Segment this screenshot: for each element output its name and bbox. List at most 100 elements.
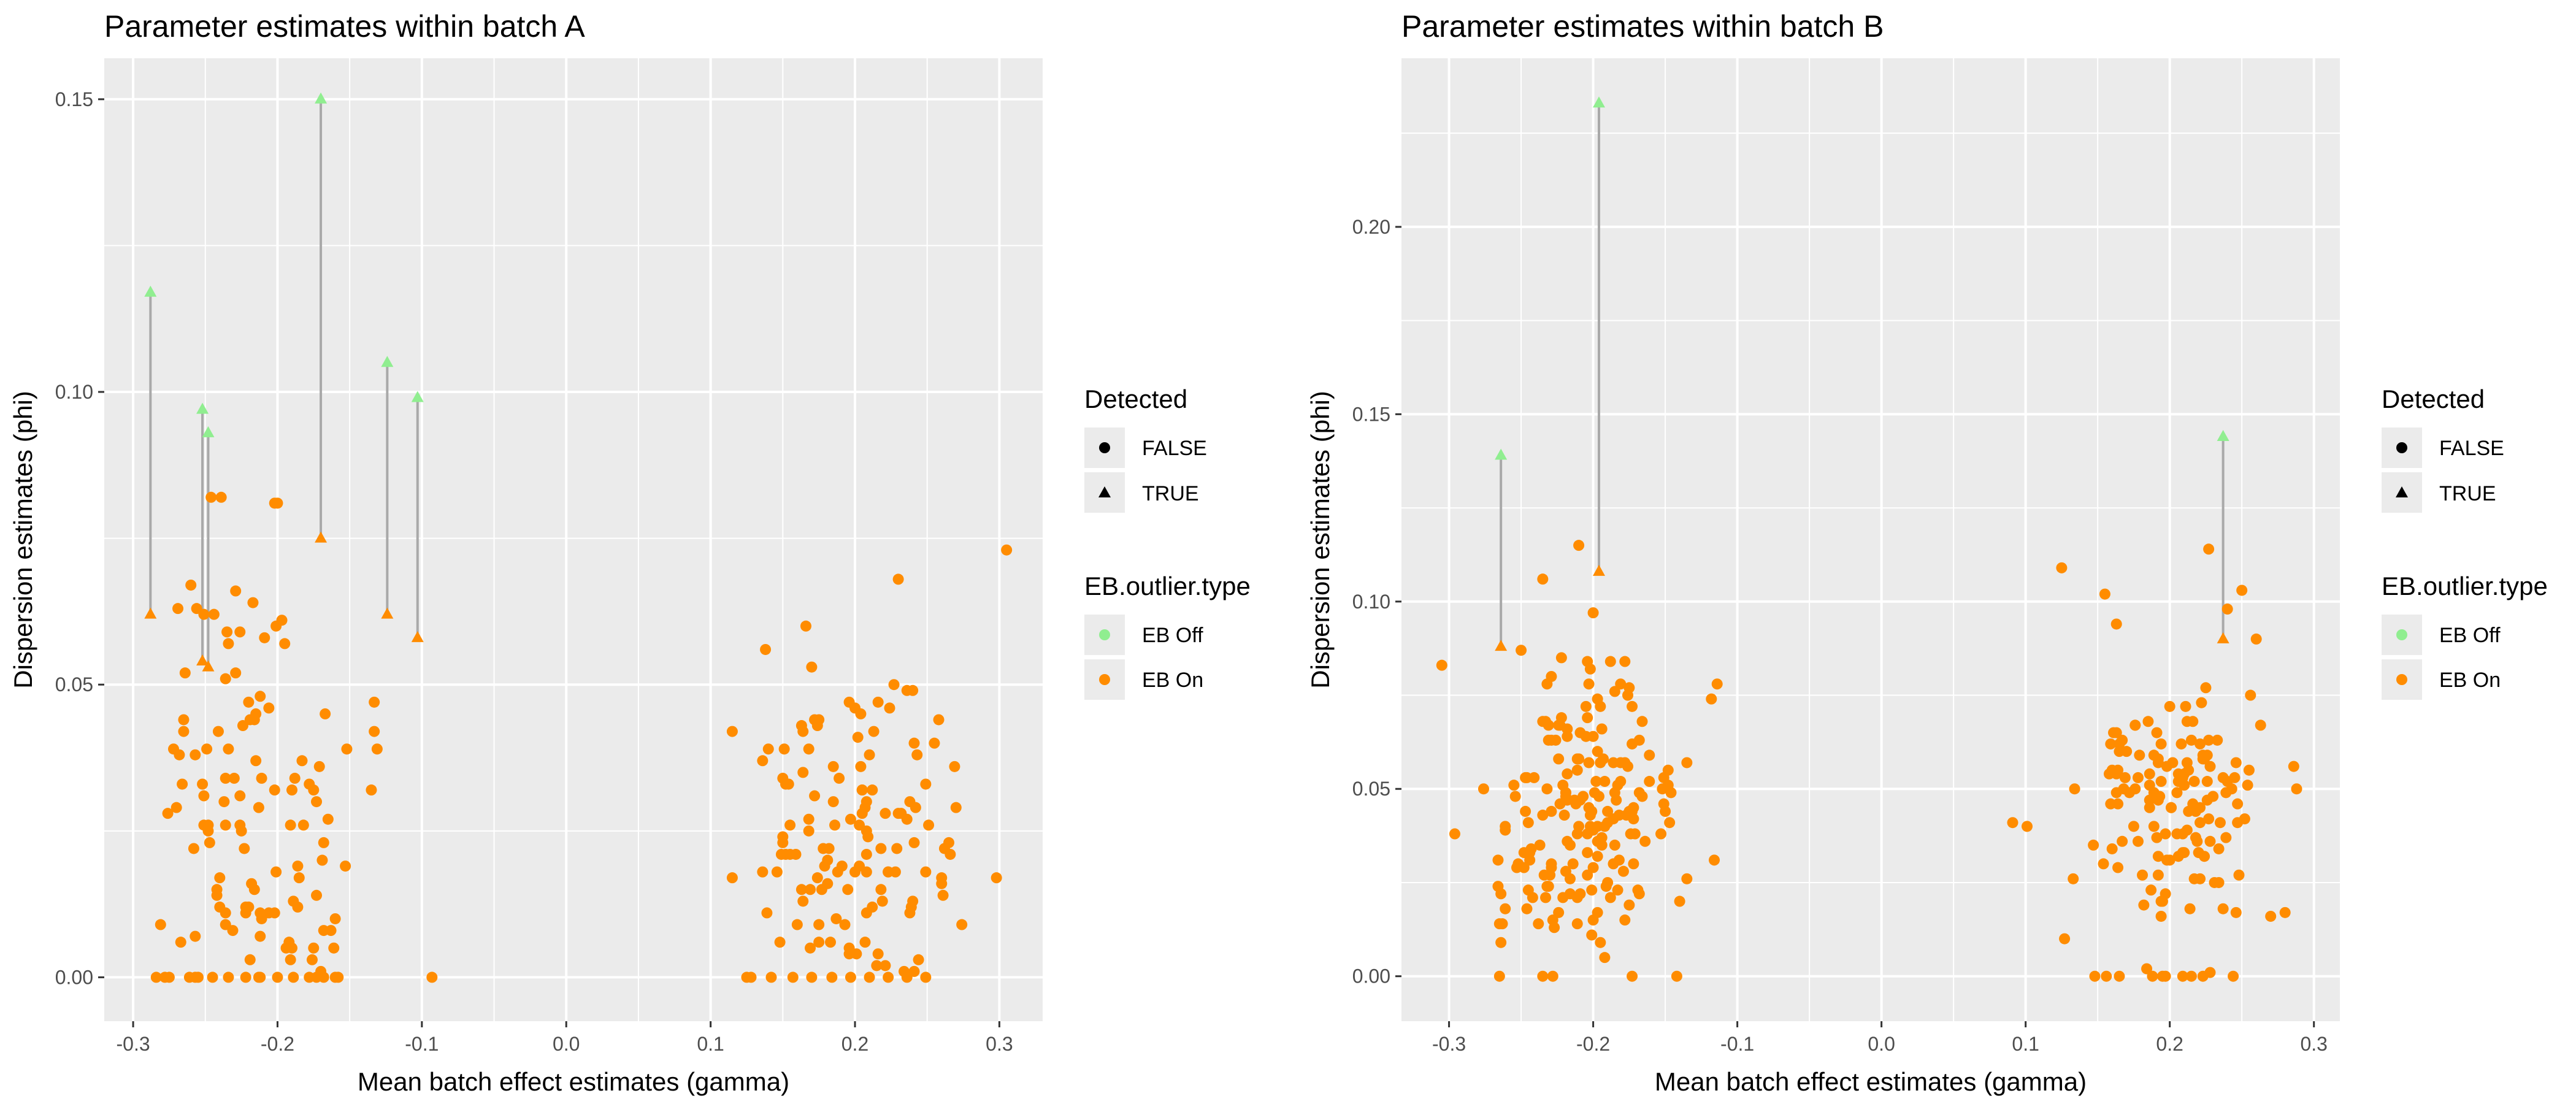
data-point-a [205,491,217,503]
data-point-b [1633,734,1645,746]
data-point-a [369,696,380,708]
data-point-a [214,872,226,884]
data-point-a [856,808,868,819]
data-point-a [726,872,738,884]
x-tick-label-b: -0.3 [1432,1033,1466,1055]
data-point-b [1592,693,1603,705]
data-point-b [1658,772,1669,783]
data-point-a [308,942,320,954]
data-point-b [1608,813,1619,825]
data-point-a [795,884,807,895]
data-point-b [1521,903,1533,914]
data-point-a [239,843,250,854]
data-point-b [2185,734,2197,746]
data-point-b [2152,851,2164,862]
data-point-b [2141,963,2153,975]
data-point-a [240,901,251,913]
data-point-b [2203,813,2215,825]
outlier-eb-on-b [1495,640,1508,651]
data-point-b [1615,678,1627,690]
data-point-a [861,848,872,860]
data-point-a [791,919,803,930]
data-point-b [1492,881,1504,892]
data-point-b [1657,783,1668,795]
data-point-b [2105,798,2117,810]
data-point-b [1609,686,1620,697]
legend-label-eb-on-a: EB On [1142,669,1203,692]
data-point-a [867,784,878,796]
data-point-a [185,579,197,591]
data-point-b [2196,697,2207,708]
data-point-a [280,942,292,954]
legend-key-triangle-b [2396,486,2408,497]
data-point-b [1524,847,1536,859]
x-axis-title-b: Mean batch effect estimates (gamma) [1655,1067,2087,1096]
data-point-b [1573,540,1585,551]
legend-title-detected-a: Detected [1084,385,1187,413]
data-point-a [178,714,190,726]
data-point-b [1587,730,1599,742]
data-point-b [2152,869,2164,881]
data-point-a [803,743,815,755]
data-point-a [201,743,213,755]
data-point-a [316,854,328,866]
data-point-b [1508,780,1520,791]
y-tick-label-b: 0.10 [1352,591,1390,613]
y-tick-label-b: 0.00 [1352,965,1390,987]
data-point-b [2167,757,2179,769]
y-ticks-b: 0.00 0.05 0.10 0.15 0.20 [1352,216,1401,987]
data-point-a [426,972,438,983]
data-point-a [167,743,179,755]
data-point-a [949,761,960,772]
data-point-a [179,667,191,679]
data-point-b [1599,821,1611,832]
data-point-a [218,796,230,808]
data-point-a [163,972,175,983]
y-tick-label-b: 0.20 [1352,216,1390,238]
outlier-eb-on-a [202,660,215,672]
data-point-b [1518,862,1530,873]
data-point-b [2148,821,2160,832]
data-point-b [1608,858,1619,870]
data-point-a [829,819,841,831]
data-point-b [2171,787,2183,799]
data-point-b [1587,914,1599,926]
data-point-b [2151,832,2163,843]
data-point-b [1560,865,1571,877]
data-point-a [856,784,868,796]
points-a [150,491,1013,983]
data-point-a [293,872,305,884]
data-point-b [1655,828,1667,840]
data-point-b [1599,952,1611,964]
legend-key-circle-a [1099,442,1110,453]
data-point-b [2217,903,2229,914]
data-point-a [867,901,878,913]
data-point-a [188,843,199,854]
data-point-a [864,972,875,983]
data-point-b [2245,689,2256,701]
data-point-a [797,895,809,907]
data-point-b [2212,734,2223,746]
data-point-a [757,866,769,878]
y-tick-label-b: 0.15 [1352,403,1390,425]
data-point-b [1604,656,1616,667]
data-point-a [936,878,948,889]
data-point-b [1622,761,1633,772]
data-point-b [2180,700,2191,712]
legend-key-eb-off-a [1099,629,1110,640]
data-point-b [1537,970,1549,982]
data-point-b [1622,689,1633,701]
data-point-b [1521,772,1533,783]
outlier-segments-b [1500,103,2225,647]
data-point-b [1633,787,1645,799]
outlier-eb-on-a [315,531,328,543]
data-point-b [1644,776,1655,788]
x-tick-label-a: -0.1 [405,1033,439,1055]
data-point-b [1623,805,1635,817]
data-point-b [1550,734,1562,746]
data-point-a [823,843,835,854]
data-point-b [2112,764,2124,776]
data-point-b [1596,723,1608,735]
data-point-b [2164,854,2175,866]
outlier-eb-on-a [411,631,424,642]
